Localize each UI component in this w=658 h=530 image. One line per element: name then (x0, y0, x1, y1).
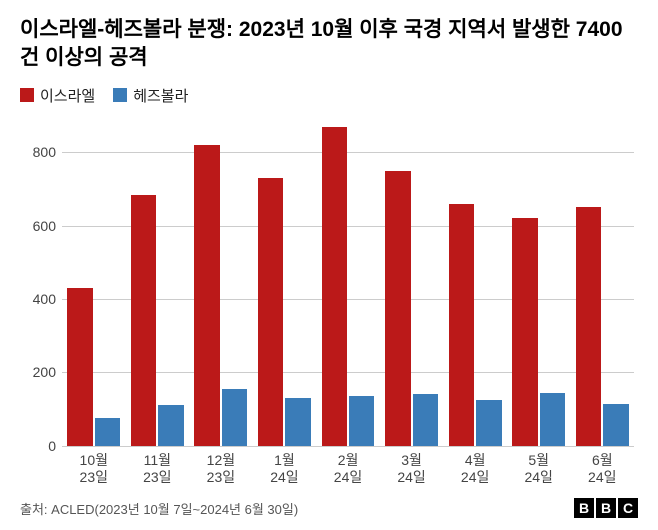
y-tick-label: 200 (20, 364, 56, 380)
legend-swatch (113, 88, 127, 102)
x-tick-label: 2월24일 (316, 452, 380, 487)
bbc-logo: B B C (574, 498, 638, 518)
bar (158, 405, 183, 445)
bar-group (380, 116, 444, 446)
y-tick-label: 800 (20, 144, 56, 160)
bar-group (189, 116, 253, 446)
bar (67, 288, 92, 446)
x-tick-label: 12월23일 (189, 452, 253, 487)
bars-container (62, 116, 634, 446)
bar (194, 145, 219, 446)
bar (449, 204, 474, 446)
legend-item-hezbollah: 헤즈볼라 (113, 85, 188, 106)
x-tick-label: 6월24일 (571, 452, 635, 487)
bar (322, 127, 347, 446)
x-tick-label: 10월23일 (62, 452, 126, 487)
x-tick-label: 5월24일 (507, 452, 571, 487)
legend: 이스라엘 헤즈볼라 (20, 85, 638, 106)
legend-swatch (20, 88, 34, 102)
gridline (62, 446, 634, 447)
bar (131, 195, 156, 446)
bar (576, 207, 601, 445)
y-tick-label: 400 (20, 291, 56, 307)
chart-title: 이스라엘-헤즈볼라 분쟁: 2023년 10월 이후 국경 지역서 발생한 74… (20, 16, 638, 73)
legend-label: 헤즈볼라 (133, 85, 188, 106)
x-tick-label: 4월24일 (443, 452, 507, 487)
legend-item-israel: 이스라엘 (20, 85, 95, 106)
y-tick-label: 0 (20, 438, 56, 454)
bar-group (571, 116, 635, 446)
bar (285, 398, 310, 446)
legend-label: 이스라엘 (40, 85, 95, 106)
x-tick-label: 11월23일 (126, 452, 190, 487)
bar-group (507, 116, 571, 446)
bar (349, 396, 374, 446)
bar (222, 389, 247, 446)
x-axis: 10월23일11월23일12월23일1월24일2월24일3월24일4월24일5월… (62, 452, 634, 487)
logo-letter: B (596, 498, 616, 518)
bar-group (62, 116, 126, 446)
bar (512, 218, 537, 445)
bar-group (443, 116, 507, 446)
bar (603, 404, 628, 446)
bar-group (316, 116, 380, 446)
bar (476, 400, 501, 446)
bar (413, 394, 438, 445)
bar (258, 178, 283, 446)
logo-letter: C (618, 498, 638, 518)
chart-plot-area: 0200400600800 (62, 116, 634, 446)
bar-group (253, 116, 317, 446)
bar (385, 171, 410, 446)
bar-group (126, 116, 190, 446)
source-attribution: 출처: ACLED(2023년 10월 7일~2024년 6월 30일) (20, 499, 298, 518)
x-tick-label: 1월24일 (253, 452, 317, 487)
x-tick-label: 3월24일 (380, 452, 444, 487)
y-tick-label: 600 (20, 218, 56, 234)
bar (95, 418, 120, 446)
bar (540, 393, 565, 446)
footer: 출처: ACLED(2023년 10월 7일~2024년 6월 30일) B B… (20, 498, 638, 518)
logo-letter: B (574, 498, 594, 518)
